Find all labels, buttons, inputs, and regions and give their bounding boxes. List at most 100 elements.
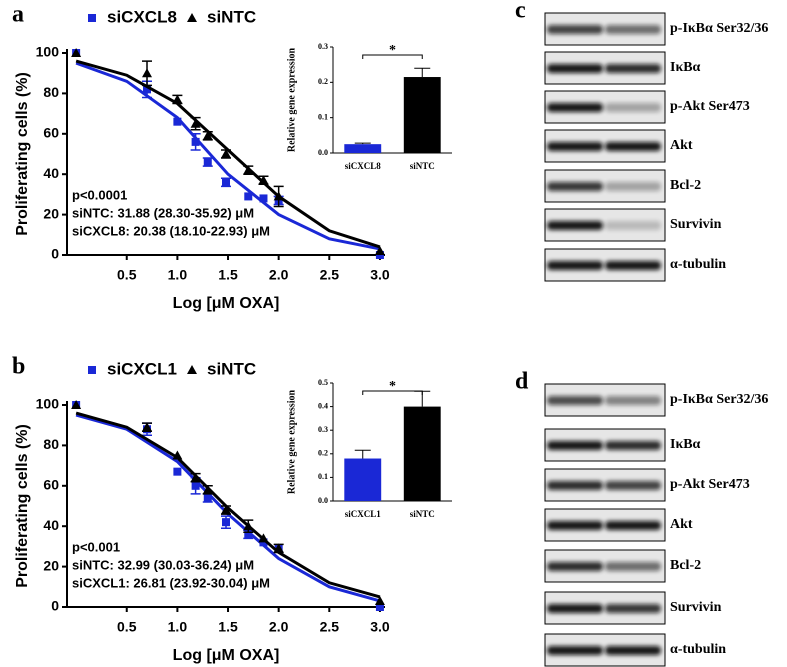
data-point xyxy=(273,191,284,201)
protein-label: Survivin xyxy=(670,217,722,232)
legend-label: siCXCL8 xyxy=(107,7,177,26)
protein-label: α-tubulin xyxy=(670,642,726,657)
data-point xyxy=(259,538,268,547)
x-tick-label: 2.5 xyxy=(320,619,340,635)
blot-band xyxy=(547,221,603,230)
inset-y-tick-label: 0.2 xyxy=(318,77,328,86)
protein-label: Akt xyxy=(670,138,693,153)
y-tick-label: 80 xyxy=(43,436,59,452)
blot-band xyxy=(605,64,661,73)
data-point xyxy=(244,530,253,539)
significance-bracket xyxy=(362,54,423,59)
protein-label: Bcl-2 xyxy=(670,558,701,573)
y-tick-label: 40 xyxy=(43,517,59,533)
panel-label: b xyxy=(12,354,25,380)
y-tick-label: 0 xyxy=(51,246,59,262)
inset-y-tick-label: 0.5 xyxy=(318,378,328,387)
blot-band xyxy=(605,396,661,405)
y-tick-label: 100 xyxy=(36,396,60,412)
inset-bar xyxy=(403,77,441,153)
y-tick-label: 60 xyxy=(43,125,59,141)
data-point xyxy=(375,251,384,259)
blot-band xyxy=(547,396,603,405)
data-point xyxy=(202,484,213,494)
annotation: p<0.0001 xyxy=(72,187,127,202)
data-point xyxy=(191,481,200,490)
y-tick-label: 40 xyxy=(43,165,59,181)
inset-x-tick-label: siNTC xyxy=(410,509,435,519)
inset-x-tick-label: siCXCL1 xyxy=(345,509,382,519)
data-point xyxy=(258,533,269,543)
inset-bar xyxy=(403,406,441,501)
data-point xyxy=(222,178,230,187)
blot-band xyxy=(605,221,661,230)
x-axis-label: Log [μM OXA] xyxy=(173,295,280,312)
annotation: siNTC: 32.99 (30.03-36.24) μM xyxy=(72,557,254,572)
blot-band xyxy=(547,521,603,530)
annotation: siCXCL1: 26.81 (23.92-30.04) μM xyxy=(72,575,270,590)
legend-label: siCXCL1 xyxy=(107,359,177,378)
data-point xyxy=(243,521,254,531)
data-point xyxy=(259,194,268,203)
blot-band xyxy=(547,261,603,270)
protein-label: Akt xyxy=(670,517,693,532)
y-tick-label: 80 xyxy=(43,84,59,100)
data-point xyxy=(173,117,182,126)
annotation: siNTC: 31.88 (28.30-35.92) μM xyxy=(72,205,254,220)
x-tick-label: 1.5 xyxy=(218,619,238,635)
data-point xyxy=(88,366,96,374)
y-tick-label: 60 xyxy=(43,477,59,493)
blot-band xyxy=(605,441,661,450)
data-point xyxy=(187,365,197,374)
data-point xyxy=(221,505,231,515)
blot-band xyxy=(547,481,603,490)
blot-band xyxy=(547,562,603,571)
panel-label: a xyxy=(12,2,24,28)
data-point xyxy=(258,175,269,185)
x-tick-label: 0.5 xyxy=(117,267,137,283)
protein-label: IκBα xyxy=(670,437,701,452)
data-point xyxy=(221,149,231,158)
annotation: p<0.001 xyxy=(72,539,120,554)
data-point xyxy=(244,192,253,201)
legend-label: siNTC xyxy=(207,359,256,378)
data-point xyxy=(374,245,385,255)
protein-label: p-Akt Ser473 xyxy=(670,99,750,114)
protein-label: Survivin xyxy=(670,600,722,615)
x-tick-label: 0.5 xyxy=(117,619,137,635)
inset-y-tick-label: 0.3 xyxy=(318,42,328,51)
data-point xyxy=(142,422,153,432)
x-tick-label: 3.0 xyxy=(370,619,390,635)
blot-band xyxy=(605,646,661,655)
fit-curve xyxy=(75,411,381,599)
data-point xyxy=(142,68,153,78)
data-point xyxy=(374,595,385,605)
x-axis-label: Log [μM OXA] xyxy=(173,647,280,664)
blot-band xyxy=(605,25,661,34)
data-point xyxy=(203,158,212,167)
panel-label: d xyxy=(515,369,529,395)
data-point xyxy=(88,14,96,22)
inset-y-tick-label: 0.0 xyxy=(318,496,328,505)
data-point xyxy=(71,48,82,57)
y-tick-label: 100 xyxy=(36,44,60,60)
x-tick-label: 2.0 xyxy=(269,267,289,283)
data-point xyxy=(187,13,197,22)
y-tick-label: 20 xyxy=(43,557,59,573)
blot-band xyxy=(547,182,603,191)
inset-y-tick-label: 0.3 xyxy=(318,425,328,434)
blot-band xyxy=(547,441,603,450)
x-tick-label: 1.0 xyxy=(168,267,188,283)
annotation: siCXCL8: 20.38 (18.10-22.93) μM xyxy=(72,223,270,238)
data-point xyxy=(71,400,82,409)
data-point xyxy=(172,94,183,104)
blot-band xyxy=(547,25,603,34)
blot-band xyxy=(605,521,661,530)
inset-bar xyxy=(344,458,382,501)
blot-band xyxy=(605,481,661,490)
x-tick-label: 2.0 xyxy=(269,619,289,635)
x-tick-label: 1.5 xyxy=(218,267,238,283)
data-point xyxy=(375,603,384,611)
y-tick-label: 0 xyxy=(51,598,59,614)
inset-y-tick-label: 0.2 xyxy=(318,449,328,458)
